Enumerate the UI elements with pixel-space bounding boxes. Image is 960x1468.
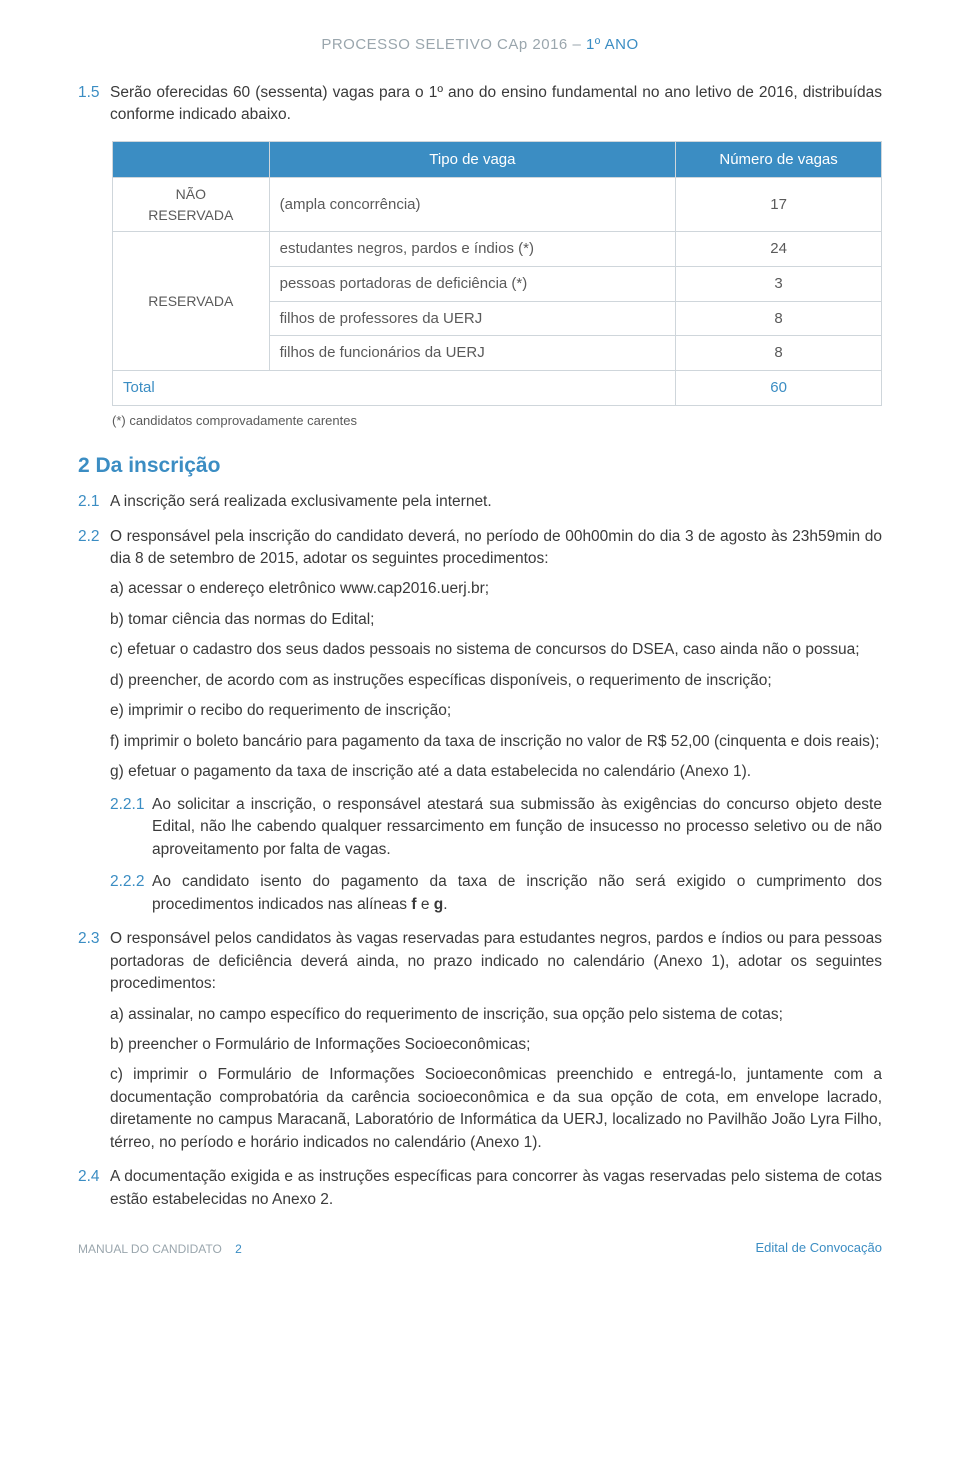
item-2-2-1: 2.2.1 Ao solicitar a inscrição, o respon… xyxy=(110,794,882,861)
table-header-row: Tipo de vaga Número de vagas xyxy=(113,141,882,178)
table-header-blank xyxy=(113,141,270,178)
rowhead-reservada: RESERVADA xyxy=(113,232,270,371)
table-total-row: Total 60 xyxy=(113,371,882,406)
procedure-list: a) acessar o endereço eletrônico www.cap… xyxy=(110,578,882,783)
cell-value: 8 xyxy=(676,336,882,371)
procedure-list: a) assinalar, no campo específico do req… xyxy=(110,1004,882,1155)
cell-desc: (ampla concorrência) xyxy=(269,178,676,232)
total-label: Total xyxy=(113,371,676,406)
document-page: PROCESSO SELETIVO CAp 2016 – 1º ANO 1.5 … xyxy=(0,0,960,1288)
text-pre: Ao candidato isento do pagamento da taxa… xyxy=(152,873,882,912)
item-number: 2.3 xyxy=(78,928,110,1154)
item-number: 2.1 xyxy=(78,491,110,513)
item-2-2-2: 2.2.2 Ao candidato isento do pagamento d… xyxy=(110,871,882,916)
footer-right: Edital de Convocação xyxy=(756,1239,882,1258)
vagas-table: Tipo de vaga Número de vagas NÃO RESERVA… xyxy=(112,141,882,406)
list-item: f) imprimir o boleto bancário para pagam… xyxy=(110,731,882,753)
list-item: d) preencher, de acordo com as instruçõe… xyxy=(110,670,882,692)
item-text: Serão oferecidas 60 (sessenta) vagas par… xyxy=(110,82,882,127)
item-2-4: 2.4 A documentação exigida e as instruçõ… xyxy=(78,1166,882,1211)
item-text: O responsável pela inscrição do candidat… xyxy=(110,526,882,571)
sub-item-number: 2.2.1 xyxy=(110,794,152,861)
header-prefix: PROCESSO SELETIVO CAp 2016 – xyxy=(321,36,581,53)
footer-left: MANUAL DO CANDIDATO 2 xyxy=(78,1241,242,1258)
bold-g: g xyxy=(434,896,443,913)
item-number: 2.4 xyxy=(78,1166,110,1211)
cell-desc: filhos de professores da UERJ xyxy=(269,301,676,336)
list-item: e) imprimir o recibo do requerimento de … xyxy=(110,700,882,722)
page-footer: MANUAL DO CANDIDATO 2 Edital de Convocaç… xyxy=(78,1239,882,1258)
rowhead-nao-reservada: NÃO RESERVADA xyxy=(113,178,270,232)
list-item: b) tomar ciência das normas do Edital; xyxy=(110,609,882,631)
table-header-numero: Número de vagas xyxy=(676,141,882,178)
list-item: a) acessar o endereço eletrônico www.cap… xyxy=(110,578,882,600)
item-number: 2.2 xyxy=(78,526,110,917)
cell-value: 8 xyxy=(676,301,882,336)
table-footnote: (*) candidatos comprovadamente carentes xyxy=(112,412,882,431)
cell-value: 3 xyxy=(676,266,882,301)
table-row: RESERVADA estudantes negros, pardos e ín… xyxy=(113,232,882,267)
cell-desc: estudantes negros, pardos e índios (*) xyxy=(269,232,676,267)
item-1-5: 1.5 Serão oferecidas 60 (sessenta) vagas… xyxy=(78,82,882,127)
header-suffix: 1º ANO xyxy=(586,36,639,53)
manual-label: MANUAL DO CANDIDATO xyxy=(78,1242,222,1256)
sub-item-text: Ao solicitar a inscrição, o responsável … xyxy=(152,794,882,861)
list-item: g) efetuar o pagamento da taxa de inscri… xyxy=(110,761,882,783)
page-number: 2 xyxy=(235,1242,242,1256)
sub-item-number: 2.2.2 xyxy=(110,871,152,916)
item-text: O responsável pelos candidatos às vagas … xyxy=(110,928,882,995)
list-item: a) assinalar, no campo específico do req… xyxy=(110,1004,882,1026)
item-body: O responsável pelos candidatos às vagas … xyxy=(110,928,882,1154)
item-text: A documentação exigida e as instruções e… xyxy=(110,1166,882,1211)
table-header-tipo: Tipo de vaga xyxy=(269,141,676,178)
page-header: PROCESSO SELETIVO CAp 2016 – 1º ANO xyxy=(78,34,882,56)
section-2-heading: 2 Da inscrição xyxy=(78,451,882,481)
item-2-1: 2.1 A inscrição será realizada exclusiva… xyxy=(78,491,882,513)
text-mid: e xyxy=(417,896,434,913)
cell-desc: filhos de funcionários da UERJ xyxy=(269,336,676,371)
item-text: A inscrição será realizada exclusivament… xyxy=(110,491,882,513)
cell-value: 17 xyxy=(676,178,882,232)
text-tail: . xyxy=(443,896,447,913)
cell-value: 24 xyxy=(676,232,882,267)
sub-item-text: Ao candidato isento do pagamento da taxa… xyxy=(152,871,882,916)
list-item: c) efetuar o cadastro dos seus dados pes… xyxy=(110,639,882,661)
list-item: b) preencher o Formulário de Informações… xyxy=(110,1034,882,1056)
table-row: NÃO RESERVADA (ampla concorrência) 17 xyxy=(113,178,882,232)
item-2-3: 2.3 O responsável pelos candidatos às va… xyxy=(78,928,882,1154)
cell-desc: pessoas portadoras de deficiência (*) xyxy=(269,266,676,301)
item-number: 1.5 xyxy=(78,82,110,127)
list-item: c) imprimir o Formulário de Informações … xyxy=(110,1064,882,1154)
item-body: O responsável pela inscrição do candidat… xyxy=(110,526,882,917)
total-value: 60 xyxy=(676,371,882,406)
item-2-2: 2.2 O responsável pela inscrição do cand… xyxy=(78,526,882,917)
